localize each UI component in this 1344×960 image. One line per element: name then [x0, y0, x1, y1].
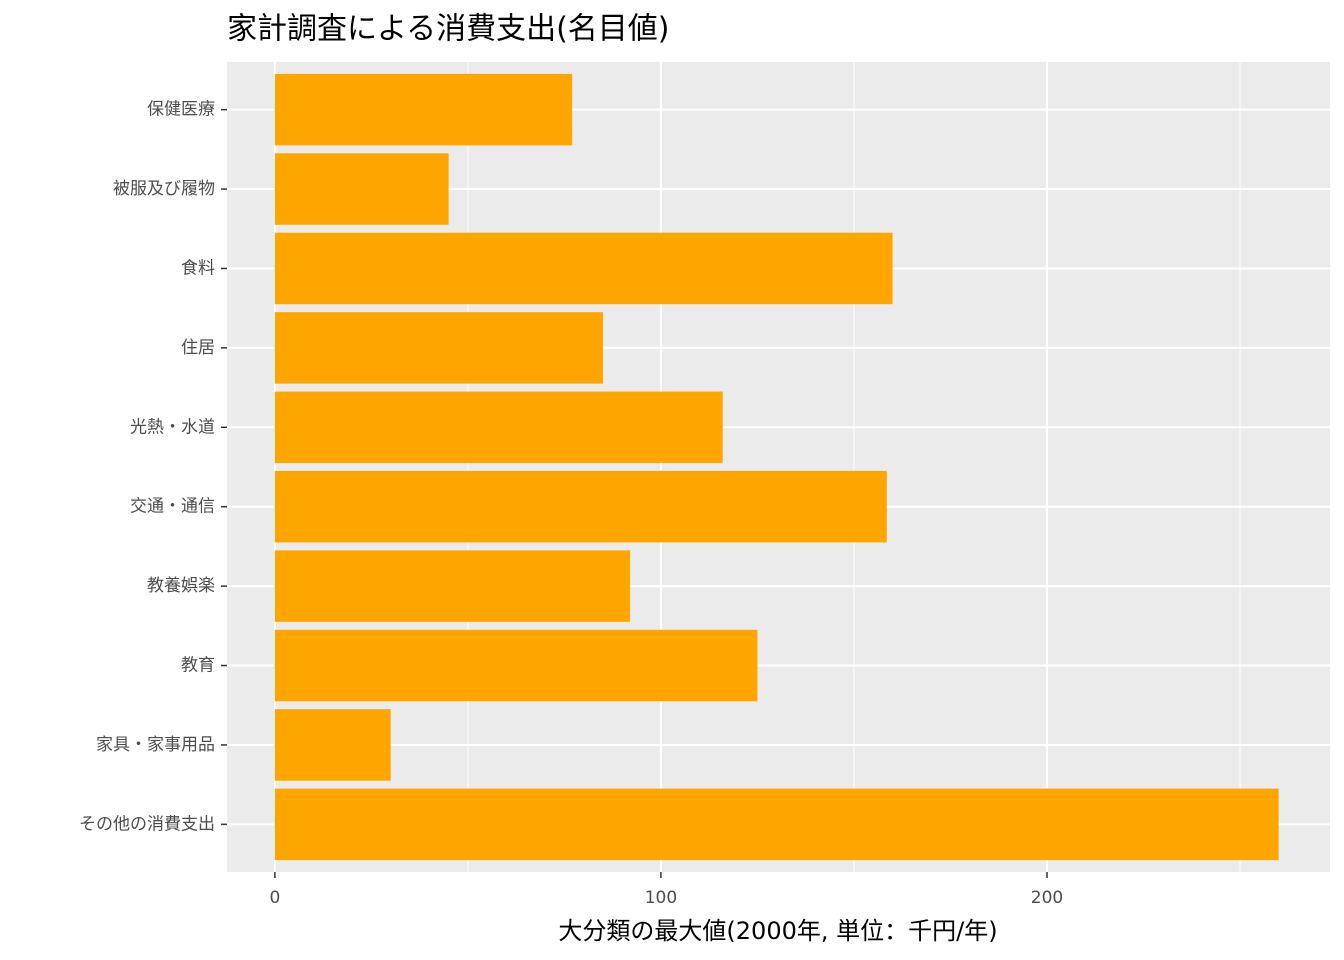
x-tick-label: 0 [269, 888, 280, 908]
x-tick-label: 100 [645, 888, 677, 908]
y-tick-label: 教育 [181, 656, 215, 676]
y-tick-label: 教養娯楽 [147, 576, 215, 596]
bar [274, 73, 573, 146]
bar [274, 312, 604, 384]
bar [274, 550, 631, 622]
bar [274, 470, 887, 543]
x-tick-label: 200 [1031, 888, 1063, 908]
y-tick-label: 被服及び履物 [113, 179, 215, 199]
x-axis-title: 大分類の最大値(2000年, 単位：千円/年) [558, 917, 997, 945]
bar [274, 391, 723, 464]
bar [274, 709, 391, 781]
bar [274, 153, 449, 225]
y-tick-label: 交通・通信 [130, 497, 215, 517]
bar [274, 629, 758, 702]
y-tick-label: 住居 [181, 338, 215, 358]
chart-title: 家計調査による消費支出(名目値) [227, 12, 670, 47]
y-tick-label: 保健医療 [147, 100, 215, 120]
y-tick-label: 食料 [181, 258, 215, 278]
bar [274, 232, 893, 305]
y-tick-label: 家具・家事用品 [96, 735, 215, 755]
bar [274, 788, 1279, 861]
y-tick-label: その他の消費支出 [79, 814, 215, 834]
y-tick-label: 光熱・水道 [130, 417, 215, 437]
